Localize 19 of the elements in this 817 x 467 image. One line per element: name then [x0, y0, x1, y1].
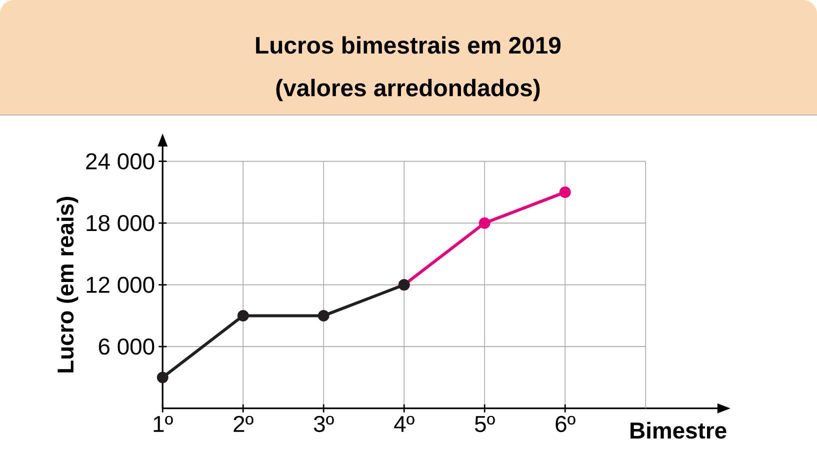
point	[559, 186, 571, 198]
y-tick-label: 18 000	[86, 214, 154, 232]
x-tick-label: 5º	[474, 416, 495, 432]
y-tick-label: 24 000	[86, 153, 154, 170]
chart-subtitle: (valores arredondados)	[276, 78, 540, 102]
y-axis-title: Lucro (em reais)	[56, 196, 78, 372]
y-tick-label: 6 000	[98, 338, 154, 355]
x-tick-label: 6º	[556, 416, 576, 432]
x-axis-title: Bimestre	[630, 422, 726, 439]
x-tick-label: 2º	[234, 416, 254, 432]
y-tick-label: 12 000	[86, 276, 154, 293]
x-tick-label: 4º	[394, 416, 414, 432]
point	[156, 372, 168, 384]
x-tick-label: 3º	[314, 416, 334, 432]
point	[478, 217, 490, 229]
point	[237, 310, 249, 322]
x-tick-label: 1º	[154, 416, 173, 432]
point	[318, 310, 330, 322]
chart-title: Lucros bimestrais em 2019	[256, 36, 561, 54]
